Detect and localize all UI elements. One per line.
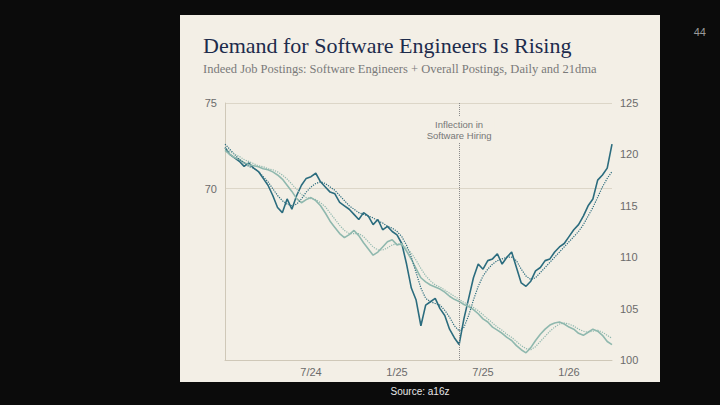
html-text:Source: a16z: Source: a16z bbox=[390, 386, 450, 397]
svg-text:100: 100 bbox=[620, 354, 638, 366]
svg-text:120: 120 bbox=[620, 148, 638, 160]
svg-text:Indeed Job Postings: Software: Indeed Job Postings: Software Engineers … bbox=[203, 62, 597, 76]
svg-text:Inflection in: Inflection in bbox=[435, 119, 483, 130]
svg-text:70: 70 bbox=[205, 183, 217, 195]
svg-text:Software Hiring: Software Hiring bbox=[427, 130, 492, 141]
svg-text:115: 115 bbox=[620, 200, 638, 212]
svg-text:7/25: 7/25 bbox=[472, 366, 493, 378]
svg-text:1/26: 1/26 bbox=[558, 366, 579, 378]
svg-text:125: 125 bbox=[620, 97, 638, 109]
svg-text:105: 105 bbox=[620, 303, 638, 315]
svg-text:75: 75 bbox=[205, 97, 217, 109]
svg-text:1/25: 1/25 bbox=[386, 366, 407, 378]
svg-text:Demand for Software Engineers: Demand for Software Engineers Is Rising bbox=[203, 33, 571, 58]
svg-text:110: 110 bbox=[620, 251, 638, 263]
html-text:44: 44 bbox=[693, 26, 706, 38]
svg-text:7/24: 7/24 bbox=[300, 366, 321, 378]
